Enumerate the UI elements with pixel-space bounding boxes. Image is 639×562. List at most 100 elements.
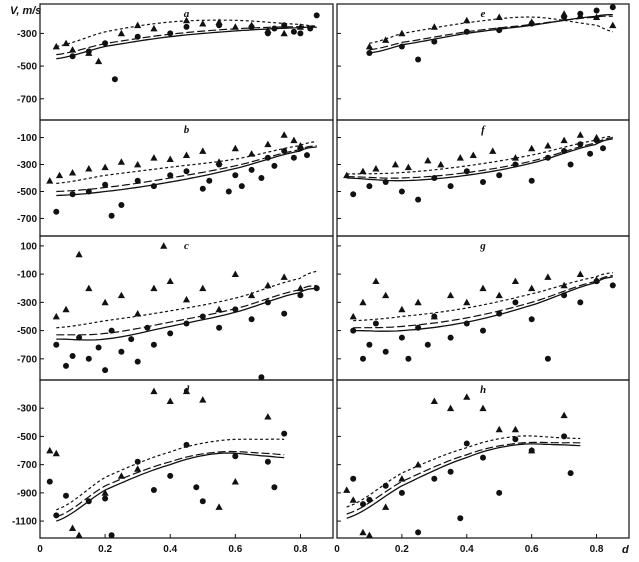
circle-point — [134, 177, 141, 184]
curve-long-dash — [56, 284, 317, 336]
triangle-point — [382, 291, 390, 299]
triangle-point — [372, 277, 380, 285]
circle-point — [102, 367, 109, 374]
circle-point — [69, 353, 76, 359]
circle-point — [366, 50, 373, 56]
triangle-point — [117, 158, 125, 165]
circle-point — [480, 327, 486, 334]
circle-point — [587, 150, 594, 157]
triangle-point — [134, 465, 142, 472]
triangle-point — [343, 486, 351, 493]
circle-point — [372, 320, 379, 327]
x-axis-label: d — [622, 544, 629, 556]
circle-point — [134, 33, 141, 40]
triangle-point — [134, 310, 142, 317]
triangle-point — [576, 131, 584, 138]
panel-c-label: c — [184, 240, 189, 252]
triangle-point — [264, 140, 272, 148]
curve-short-dash — [353, 272, 613, 322]
circle-point — [69, 53, 76, 60]
circle-point — [144, 324, 151, 331]
circle-point — [183, 441, 190, 448]
triangle-point — [296, 142, 305, 149]
triangle-point — [248, 21, 256, 29]
circle-point — [463, 320, 470, 327]
circle-point — [382, 348, 389, 355]
triangle-point — [511, 154, 520, 161]
circle-point — [69, 191, 76, 198]
triangle-point — [134, 21, 142, 29]
circle-point — [447, 468, 454, 475]
circle-point — [297, 30, 304, 37]
panel-d-frame — [39, 379, 334, 539]
triangle-point — [544, 142, 552, 149]
panel-a-label: a — [184, 8, 190, 20]
triangle-point — [430, 23, 438, 30]
circle-point — [53, 208, 60, 215]
triangle-point — [150, 154, 158, 161]
circle-point — [134, 358, 141, 365]
circle-point — [248, 316, 255, 323]
triangle-point — [372, 164, 380, 172]
circle-point — [264, 299, 271, 306]
circle-point — [382, 482, 389, 489]
circle-point — [95, 344, 102, 351]
curve-solid — [369, 13, 613, 54]
triangle-point — [349, 496, 357, 503]
triangle-point — [391, 160, 399, 168]
panel-a: a -300 -500 -700 — [17, 3, 334, 121]
triangle-point — [68, 46, 77, 53]
y-tick-label: -700 — [17, 460, 37, 471]
triangle-point — [495, 291, 503, 299]
triangle-point — [280, 273, 288, 280]
circle-point — [206, 177, 213, 184]
circle-point — [225, 188, 232, 195]
y-tick-label: -700 — [17, 214, 37, 225]
circle-point — [447, 334, 454, 341]
y-tick-label: -100 — [17, 270, 37, 281]
circle-point — [398, 188, 405, 195]
triangle-point — [199, 396, 207, 403]
y-tick-label: -500 — [17, 62, 37, 73]
circle-point — [199, 498, 206, 505]
circle-point — [167, 172, 174, 179]
triangle-point — [85, 49, 93, 56]
circle-point — [480, 179, 486, 185]
circle-point — [431, 175, 438, 181]
triangle-point — [479, 404, 487, 412]
triangle-point — [560, 411, 568, 419]
triangle-point — [592, 133, 601, 141]
curve-long-dash — [369, 15, 613, 51]
circle-point — [150, 341, 157, 348]
x-tick-label: 0 — [334, 544, 340, 555]
y-tick-label: -500 — [17, 187, 37, 198]
circle-point — [167, 330, 174, 337]
panel-g-label: g — [479, 240, 486, 252]
triangle-point — [528, 284, 536, 292]
circle-point — [46, 478, 53, 485]
circle-point — [350, 475, 357, 482]
triangle-point — [609, 21, 617, 29]
circle-point — [102, 181, 109, 188]
circle-point — [53, 512, 60, 519]
circle-point — [398, 334, 405, 341]
circle-point — [63, 362, 69, 369]
triangle-point — [46, 446, 54, 454]
circle-point — [561, 433, 568, 440]
triangle-point — [290, 136, 298, 144]
circle-point — [593, 7, 600, 14]
triangle-point — [359, 167, 367, 175]
x-tick-label: 0.2 — [395, 544, 409, 555]
x-tick-label: 0.4 — [163, 544, 177, 555]
triangle-point — [264, 413, 272, 420]
triangle-point — [446, 291, 455, 299]
circle-point — [271, 484, 278, 491]
circle-point — [366, 496, 373, 503]
circle-point — [102, 40, 109, 47]
circle-point — [496, 172, 503, 179]
curve-short-dash — [56, 438, 285, 511]
circle-point — [360, 501, 366, 508]
circle-point — [350, 191, 357, 198]
circle-point — [183, 168, 190, 175]
